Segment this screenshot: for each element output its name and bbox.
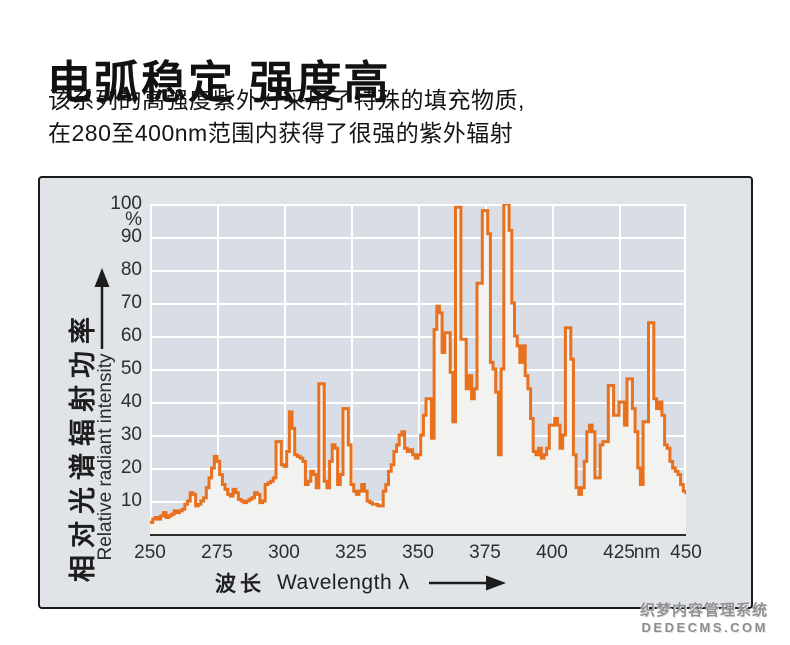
subtitle-line-2: 在280至400nm范围内获得了很强的紫外辐射 bbox=[48, 120, 514, 146]
page-title: 电弧稳定 强度高 bbox=[47, 57, 391, 109]
x-tick-label: 450 bbox=[670, 542, 702, 563]
x-axis-unit: nm bbox=[633, 542, 661, 563]
x-tick-label: 375 bbox=[469, 542, 501, 563]
y-tick-label: 60 bbox=[120, 325, 142, 346]
watermark-line-zh: 织梦内容管理系统 bbox=[639, 602, 768, 619]
x-tick-label: 275 bbox=[201, 542, 233, 563]
spectrum-area-fill bbox=[150, 204, 686, 534]
y-tick-label: 30 bbox=[120, 424, 142, 445]
y-axis-unit: % bbox=[125, 209, 142, 230]
page-subtitle: 该系列的高强度紫外灯采用了特殊的填充物质, 在280至400nm范围内获得了很强… bbox=[48, 84, 525, 150]
y-tick-label: 100 bbox=[110, 193, 142, 214]
x-tick-label: 300 bbox=[268, 542, 300, 563]
x-tick-label: 425 bbox=[603, 542, 635, 563]
y-tick-label: 20 bbox=[120, 457, 142, 478]
y-tick-label: 80 bbox=[120, 259, 142, 280]
y-tick-label: 50 bbox=[120, 358, 142, 379]
x-tick-label: 350 bbox=[402, 542, 434, 563]
x-axis-label-zh: 波长 bbox=[215, 573, 265, 596]
subtitle-line-1: 该系列的高强度紫外灯采用了特殊的填充物质, bbox=[48, 87, 525, 113]
x-axis-caption: 波长 Wavelength λ bbox=[215, 568, 507, 598]
plot-area bbox=[150, 204, 686, 536]
y-tick-label: 40 bbox=[120, 391, 142, 412]
y-tick-label: 90 bbox=[120, 226, 142, 247]
watermark-line-en: DEDECMS.COM bbox=[641, 620, 768, 635]
y-tick-label: 10 bbox=[120, 490, 142, 511]
y-axis-arrow-icon bbox=[94, 268, 110, 349]
gridline-right-edge bbox=[684, 204, 686, 534]
x-axis-arrow-icon bbox=[429, 575, 507, 591]
x-tick-label: 400 bbox=[536, 542, 568, 563]
spectrum-step-line bbox=[150, 204, 686, 524]
x-tick-label: 325 bbox=[335, 542, 367, 563]
chart-panel: 相对光谱辐射功率 Relative radiant intensity % 10… bbox=[38, 176, 753, 609]
watermark: 织梦内容管理系统 DEDECMS.COM bbox=[640, 602, 768, 636]
x-tick-label: 250 bbox=[134, 542, 166, 563]
y-axis-label-zh: 相对光谱辐射功率 bbox=[68, 310, 98, 582]
spectrum-series bbox=[150, 204, 686, 534]
x-axis-label-en: Wavelength λ bbox=[277, 571, 410, 594]
y-tick-label: 70 bbox=[120, 292, 142, 313]
